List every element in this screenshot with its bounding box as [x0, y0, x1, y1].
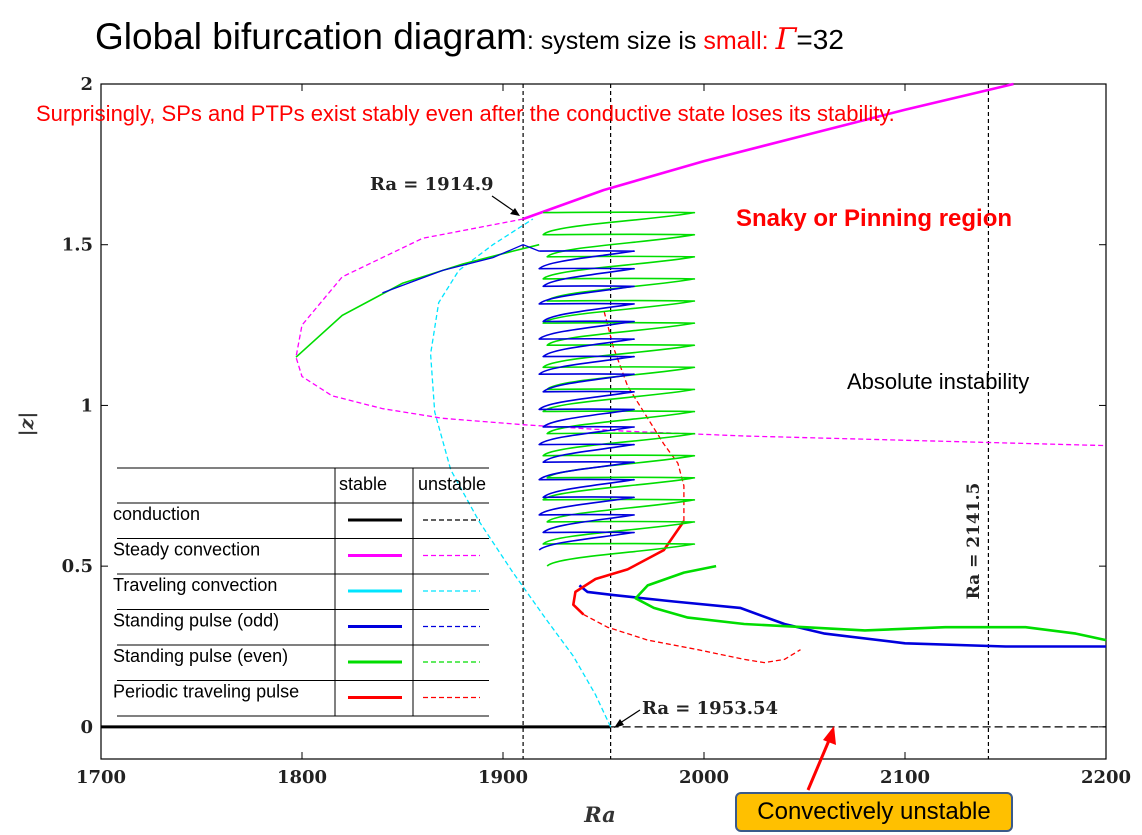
series-8-periodic-traveling-pulse — [583, 613, 801, 664]
series-6-standing-pulse-even- — [634, 564, 1107, 642]
y-tick-label-1: 1 — [80, 395, 93, 416]
y-axis-ticks: 0 0.5 1 1.5 2 — [62, 74, 1106, 738]
plot-frame — [100, 83, 1107, 760]
title-small: small — [703, 27, 761, 55]
x-axis-ticks: 1700 1800 1900 2000 2100 2200 — [76, 84, 1131, 788]
legend-label-5: Periodic traveling pulse — [113, 682, 299, 702]
x-tick-label-1700: 1700 — [76, 767, 126, 788]
series-4-traveling-convection — [429, 218, 612, 728]
curves-layer — [101, 82, 1107, 729]
title-colon: : system size is — [527, 27, 703, 55]
snake-standing-pulse-even — [542, 211, 696, 567]
legend-label-1: Steady convection — [113, 540, 260, 560]
y-tick-label-1.5: 1.5 — [62, 235, 93, 256]
even-branch-entry — [295, 243, 540, 358]
legend-label-2: Traveling convection — [113, 575, 277, 595]
x-axis-label: Ra — [583, 802, 616, 827]
legend-label-3: Standing pulse (odd) — [113, 611, 279, 631]
annotation-ra-1953: Ra = 1953.54 — [642, 698, 778, 719]
annotation-ra-1953-arrowhead — [614, 719, 624, 728]
callout-arrowhead — [823, 726, 836, 745]
odd-branch-entry — [382, 243, 540, 294]
y-tick-label-0: 0 — [80, 717, 93, 738]
convectively-unstable-callout: Convectively unstable — [735, 792, 1013, 832]
slide-title: Global bifurcation diagram: system size … — [95, 16, 844, 57]
legend-label-4: Standing pulse (even) — [113, 646, 288, 666]
x-tick-label-2000: 2000 — [679, 767, 729, 788]
series-2-steady-convection — [522, 82, 1014, 221]
series-5-standing-pulse-odd- — [578, 584, 1106, 648]
annotation-ra-2141: Ra = 2141.5 — [964, 483, 984, 600]
y-axis-label: |z| — [16, 412, 38, 437]
title-colon2: : — [762, 27, 776, 55]
x-tick-label-2200: 2200 — [1081, 767, 1131, 788]
title-value: =32 — [796, 24, 844, 55]
legend-label-0: conduction — [113, 504, 200, 524]
annotation-ra-1914: Ra = 1914.9 — [370, 174, 494, 195]
callout-arrow — [806, 737, 832, 791]
legend-table: stable unstable conduction Steady convect… — [113, 467, 489, 717]
annotation-ra-1914-arrowhead — [510, 208, 520, 216]
legend-col-unstable: unstable — [418, 474, 486, 494]
y-tick-label-2: 2 — [80, 74, 93, 95]
vertical-reference-lines — [522, 84, 990, 759]
snake-standing-pulse-odd — [538, 250, 635, 551]
x-tick-label-1900: 1900 — [478, 767, 528, 788]
snaky-region-label: Snaky or Pinning region — [736, 205, 1012, 232]
series-3-steady-convection — [295, 218, 1107, 447]
legend-col-stable: stable — [339, 474, 387, 494]
series-7-periodic-traveling-pulse — [572, 520, 685, 616]
subtitle-note: Surprisingly, SPs and PTPs exist stably … — [36, 101, 895, 126]
x-tick-label-2100: 2100 — [880, 767, 930, 788]
y-tick-label-0.5: 0.5 — [62, 556, 93, 577]
x-tick-label-1800: 1800 — [277, 767, 327, 788]
title-main: Global bifurcation diagram — [95, 16, 527, 57]
absolute-instability-label: Absolute instability — [847, 369, 1029, 394]
title-gamma: Γ — [775, 22, 798, 57]
